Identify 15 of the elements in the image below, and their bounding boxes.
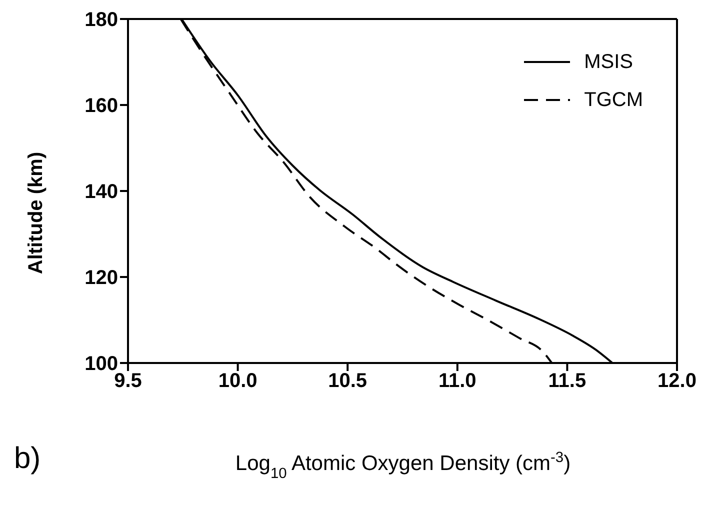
- x-tick-label: 10.5: [328, 370, 368, 392]
- x-tick-label: 11.5: [548, 370, 586, 392]
- y-tick-label: 160: [84, 95, 118, 118]
- x-axis-title: Log$_{10}$ Atomic Oxygen Density (cm$^{-3}$): [235, 450, 571, 482]
- y-tick-label: 140: [84, 181, 118, 204]
- legend-label: TGCM: [584, 88, 643, 113]
- text: b): [14, 442, 41, 475]
- x-tick-label: 11.0: [438, 370, 476, 392]
- y-tick-label: 120: [84, 267, 118, 290]
- x-tick-label: 12.0: [658, 370, 696, 392]
- x-tick-label: 9.5: [114, 370, 142, 392]
- y-tick-label: 180: [84, 9, 118, 32]
- y-axis-title: Altitude (km): [25, 152, 47, 274]
- x-tick-label: 10.0: [218, 370, 258, 392]
- legend-label: MSIS: [584, 50, 634, 75]
